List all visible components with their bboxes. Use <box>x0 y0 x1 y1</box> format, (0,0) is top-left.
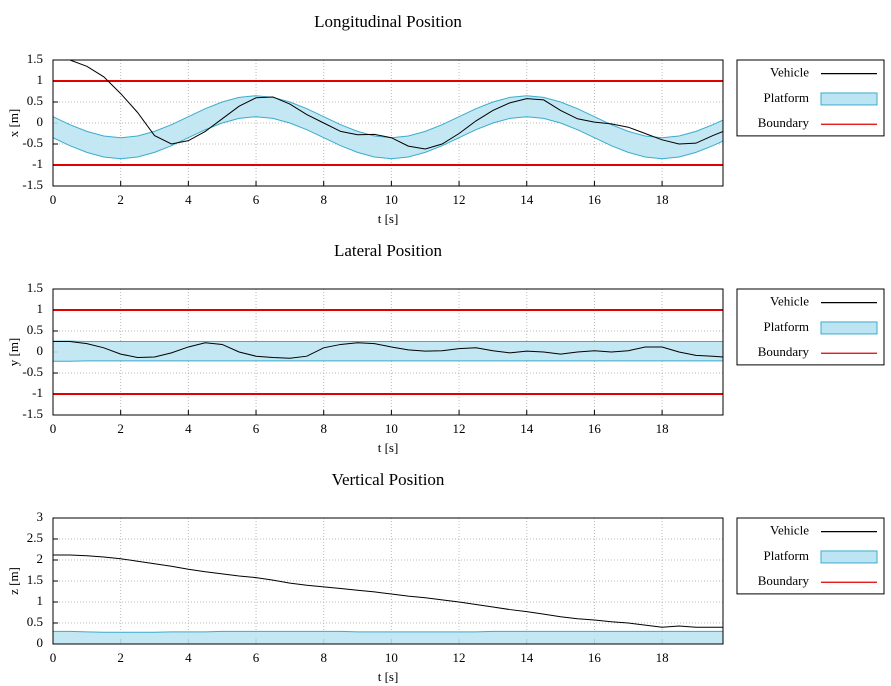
y-tick-label: 0.5 <box>27 322 43 337</box>
y-tick-label: 0 <box>37 114 44 129</box>
x-tick-label: 16 <box>588 650 602 665</box>
legend-label: Vehicle <box>770 523 809 538</box>
legend: Vehicle Platform Boundary <box>736 517 885 595</box>
x-tick-label: 0 <box>50 192 57 207</box>
y-tick-label: 2.5 <box>27 530 43 545</box>
x-tick-label: 2 <box>117 650 124 665</box>
vehicle-line <box>53 341 723 359</box>
chart-title: Vertical Position <box>332 470 445 489</box>
y-tick-label: 2 <box>37 551 44 566</box>
x-axis-label: t [s] <box>378 440 399 455</box>
vehicle-line <box>53 554 723 628</box>
x-tick-label: 16 <box>588 421 602 436</box>
legend: Vehicle Platform Boundary <box>736 59 885 137</box>
y-tick-label: 1 <box>37 301 44 316</box>
y-tick-label: 0 <box>37 343 44 358</box>
y-tick-label: 1 <box>37 72 44 87</box>
platform-band <box>53 341 723 362</box>
x-tick-label: 18 <box>656 650 669 665</box>
x-tick-label: 14 <box>520 650 534 665</box>
legend-label: Platform <box>764 548 810 563</box>
y-axis-label: y [m] <box>6 338 21 367</box>
plot-area <box>53 554 723 644</box>
platform-lower <box>53 116 723 160</box>
platform-upper <box>53 630 723 633</box>
legend-label: Boundary <box>758 344 810 359</box>
platform-band <box>53 631 723 644</box>
y-axis-label: z [m] <box>6 567 21 595</box>
x-tick-label: 0 <box>50 650 57 665</box>
legend-label: Platform <box>764 319 810 334</box>
plot-area <box>53 309 723 395</box>
y-tick-label: -1 <box>32 385 43 400</box>
y-tick-label: 0.5 <box>27 614 43 629</box>
x-tick-label: 14 <box>520 421 534 436</box>
legend-swatch <box>820 321 878 335</box>
y-tick-label: 3 <box>37 509 44 524</box>
plot-frame <box>52 288 724 416</box>
legend-box <box>736 517 885 595</box>
legend-swatch <box>820 550 878 564</box>
x-tick-label: 0 <box>50 421 57 436</box>
chart-title: Longitudinal Position <box>314 12 462 31</box>
x-tick-label: 10 <box>385 192 398 207</box>
legend: Vehicle Platform Boundary <box>736 288 885 366</box>
legend-label: Platform <box>764 90 810 105</box>
x-tick-label: 8 <box>320 650 327 665</box>
legend-label: Boundary <box>758 573 810 588</box>
x-tick-label: 12 <box>453 650 466 665</box>
platform-band <box>53 95 723 159</box>
legend-label: Vehicle <box>770 294 809 309</box>
x-tick-label: 12 <box>453 421 466 436</box>
x-tick-label: 12 <box>453 192 466 207</box>
x-tick-label: 8 <box>320 192 327 207</box>
x-tick-label: 4 <box>185 650 192 665</box>
x-tick-label: 6 <box>253 192 260 207</box>
y-tick-label: 0 <box>37 635 44 650</box>
x-tick-label: 6 <box>253 421 260 436</box>
y-tick-label: 1.5 <box>27 572 43 587</box>
y-axis-label: x [m] <box>6 109 21 138</box>
x-tick-label: 10 <box>385 421 398 436</box>
y-tick-label: -0.5 <box>22 135 43 150</box>
x-tick-label: 18 <box>656 421 669 436</box>
y-tick-label: 1 <box>37 593 44 608</box>
y-tick-label: -1 <box>32 156 43 171</box>
y-tick-label: 1.5 <box>27 280 43 295</box>
x-tick-label: 10 <box>385 650 398 665</box>
x-tick-label: 2 <box>117 421 124 436</box>
x-tick-label: 16 <box>588 192 602 207</box>
x-tick-label: 14 <box>520 192 534 207</box>
y-tick-label: -1.5 <box>22 177 43 192</box>
plot-area <box>53 60 723 166</box>
y-tick-label: -1.5 <box>22 406 43 421</box>
x-tick-label: 6 <box>253 650 260 665</box>
x-tick-label: 18 <box>656 192 669 207</box>
x-axis-label: t [s] <box>378 211 399 226</box>
x-axis-label: t [s] <box>378 669 399 684</box>
plot-frame <box>52 517 724 645</box>
plot-frame <box>52 59 724 187</box>
legend-label: Vehicle <box>770 65 809 80</box>
x-tick-label: 2 <box>117 192 124 207</box>
x-tick-label: 4 <box>185 421 192 436</box>
x-tick-label: 8 <box>320 421 327 436</box>
legend-label: Boundary <box>758 115 810 130</box>
chart-title: Lateral Position <box>334 241 443 260</box>
y-tick-label: 0.5 <box>27 93 43 108</box>
x-tick-label: 4 <box>185 192 192 207</box>
vehicle-line <box>68 60 723 150</box>
legend-swatch <box>820 92 878 106</box>
y-tick-label: -0.5 <box>22 364 43 379</box>
y-tick-label: 1.5 <box>27 51 43 66</box>
